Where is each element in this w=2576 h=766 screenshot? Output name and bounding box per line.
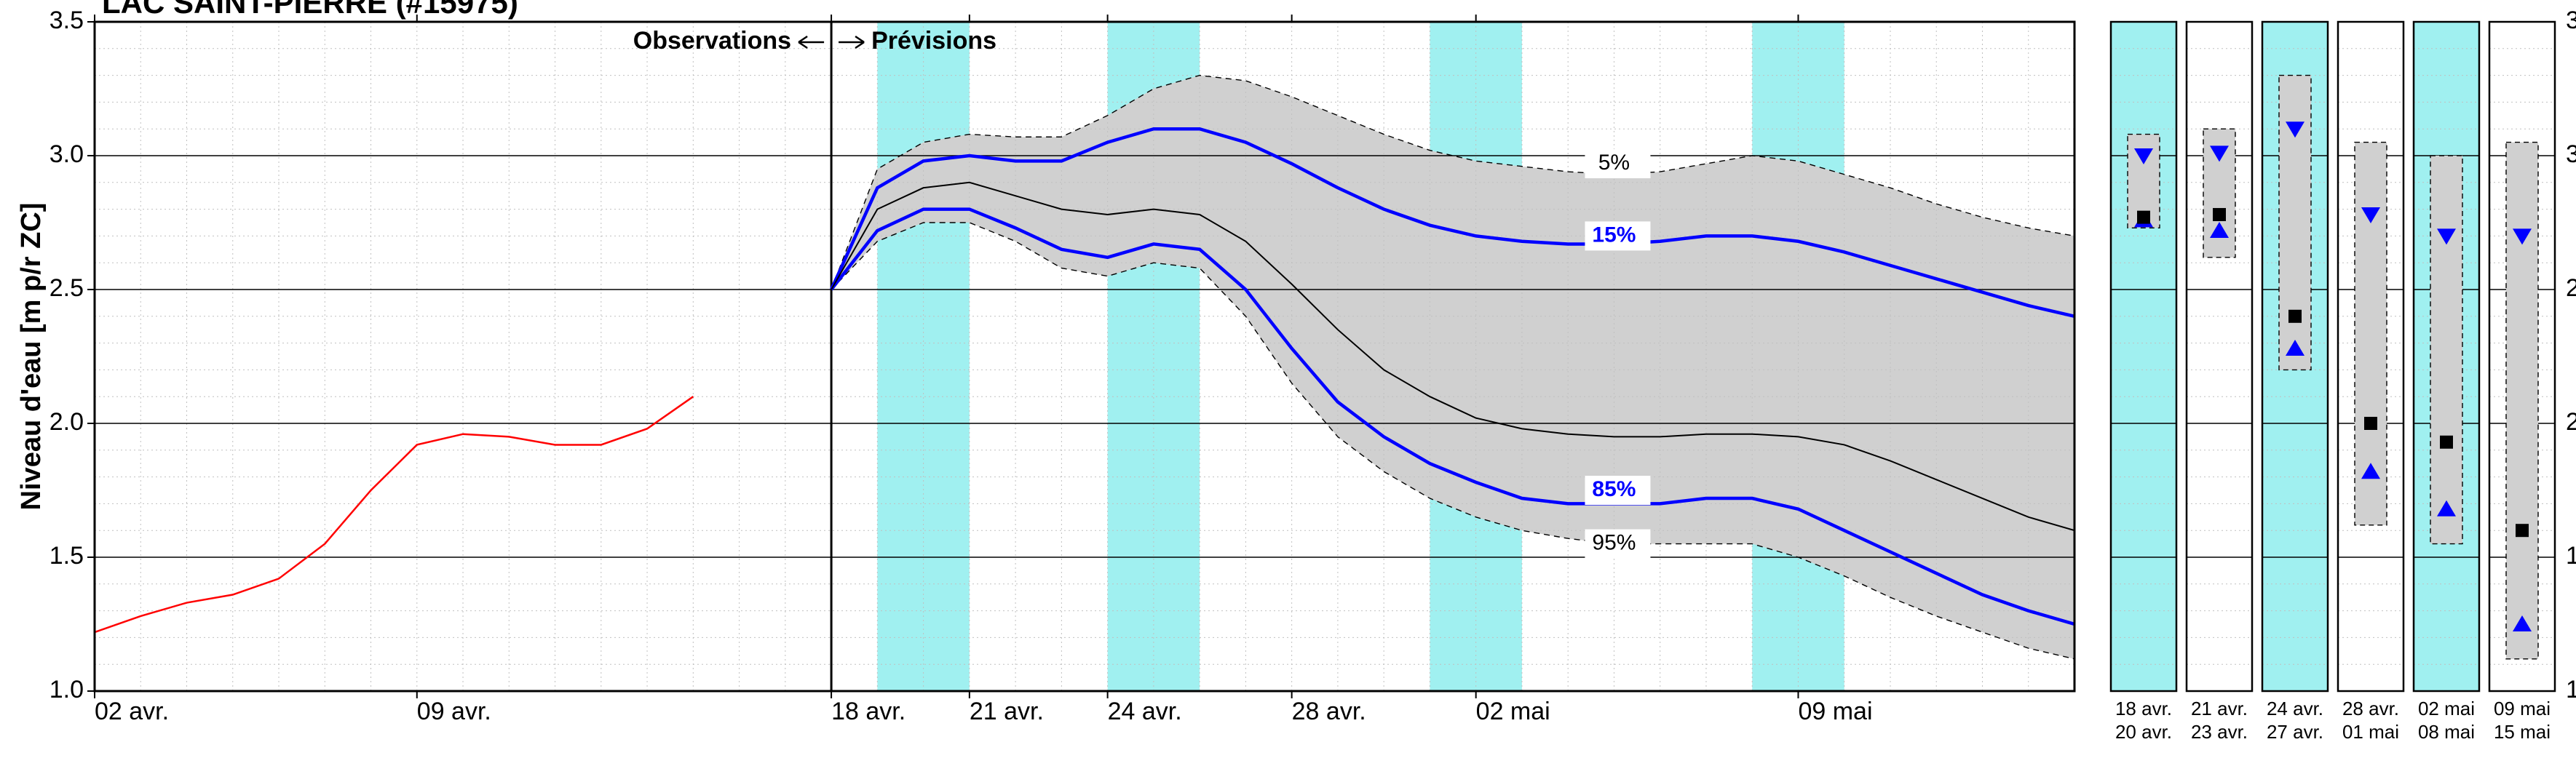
subtitle-previsions: Prévisions: [871, 27, 996, 55]
y-axis-label: Niveau d'eau [m p/r ZC]: [16, 203, 47, 511]
summary-panel: 18 avr.20 avr.: [2111, 22, 2176, 743]
panel-date-label: 15 mai: [2494, 721, 2551, 743]
p50-marker: [2288, 310, 2302, 323]
panel-date-label: 28 avr.: [2342, 698, 2399, 719]
panel-date-label: 27 avr.: [2267, 721, 2323, 743]
p50-marker: [2137, 211, 2150, 224]
p50-marker: [2364, 417, 2377, 430]
summary-panel: 02 mai08 mai: [2414, 22, 2479, 743]
percentile-label: 15%: [1592, 223, 1636, 247]
x-tick-label: 09 avr.: [417, 698, 491, 725]
x-tick-label: 24 avr.: [1108, 698, 1182, 725]
panel-date-label: 20 avr.: [2115, 721, 2172, 743]
panel-date-label: 09 mai: [2494, 698, 2551, 719]
x-tick-label: 02 mai: [1476, 698, 1550, 725]
p50-marker: [2440, 436, 2453, 449]
summary-panel: 09 mai15 mai: [2489, 22, 2555, 743]
chart-container: 5% 15% 85% 95% 1.0 1.5 2.0 2.5 3.0 3.5 02 avr. 09 a…: [0, 0, 2576, 766]
panel-date-label: 08 mai: [2418, 721, 2475, 743]
subtitle-observations: Observations: [633, 27, 791, 55]
chart-title: LAC SAINT-PIERRE (#15975): [102, 0, 518, 20]
percentile-label: 5%: [1598, 151, 1630, 175]
p50-marker: [2516, 524, 2529, 537]
y-tick-label-right: 3.0: [2566, 140, 2576, 168]
panel-range-box: [2279, 76, 2311, 370]
y-tick-label: 1.5: [49, 542, 84, 570]
panel-range-box: [2430, 156, 2462, 544]
panel-date-label: 21 avr.: [2191, 698, 2248, 719]
x-tick-label: 21 avr.: [970, 698, 1044, 725]
summary-panel: 24 avr.27 avr.: [2262, 22, 2328, 743]
panel-date-label: 01 mai: [2342, 721, 2399, 743]
x-tick-label: 18 avr.: [831, 698, 905, 725]
summary-panel: 21 avr.23 avr.: [2187, 22, 2252, 743]
panel-range-box: [2506, 143, 2538, 659]
panel-date-label: 24 avr.: [2267, 698, 2323, 719]
y-tick-label-right: 2.5: [2566, 274, 2576, 302]
chart-svg: 5% 15% 85% 95% 1.0 1.5 2.0 2.5 3.0 3.5 02 avr. 09 a…: [0, 0, 2576, 766]
y-tick-label-right: 2.0: [2566, 408, 2576, 436]
y-tick-label-right: 3.5: [2566, 7, 2576, 34]
y-tick-label: 3.0: [49, 140, 84, 168]
y-tick-label-right: 1.5: [2566, 542, 2576, 570]
y-tick-label: 2.5: [49, 274, 84, 302]
percentile-label: 85%: [1592, 477, 1636, 501]
panel-date-label: 18 avr.: [2115, 698, 2172, 719]
y-tick-label: 1.0: [49, 676, 84, 703]
observation-line: [95, 396, 693, 632]
p50-marker: [2213, 208, 2226, 221]
y-tick-label: 3.5: [49, 7, 84, 34]
x-tick-label: 02 avr.: [95, 698, 169, 725]
panel-date-label: 02 mai: [2418, 698, 2475, 719]
panel-date-label: 23 avr.: [2191, 721, 2248, 743]
percentile-label: 95%: [1592, 531, 1636, 555]
x-tick-label: 28 avr.: [1292, 698, 1366, 725]
x-tick-label: 09 mai: [1798, 698, 1872, 725]
y-tick-label: 2.0: [49, 408, 84, 436]
y-tick-label-right: 1.0: [2566, 676, 2576, 703]
summary-panel: 28 avr.01 mai: [2338, 22, 2403, 743]
